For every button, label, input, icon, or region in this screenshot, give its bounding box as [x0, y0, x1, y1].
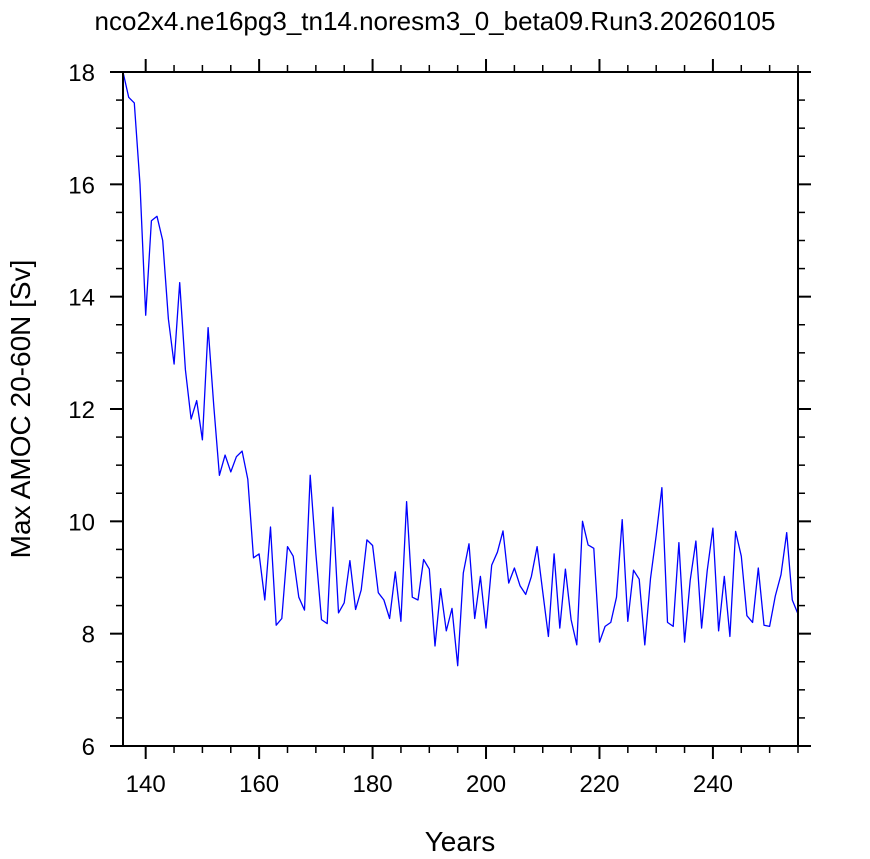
chart-title: nco2x4.ne16pg3_tn14.noresm3_0_beta09.Run… — [95, 6, 776, 36]
x-tick-label: 160 — [239, 771, 279, 798]
plot-frame — [122, 71, 799, 747]
x-axis-label: Years — [425, 826, 496, 857]
y-tick-label: 14 — [68, 285, 95, 312]
y-tick-label: 8 — [82, 622, 95, 649]
y-tick-label: 12 — [68, 397, 95, 424]
y-tick-label: 6 — [82, 734, 95, 761]
y-tick-label: 18 — [68, 60, 95, 87]
x-tick-label: 180 — [353, 771, 393, 798]
plot-area — [122, 71, 799, 667]
y-tick-label: 10 — [68, 509, 95, 536]
axis-ticks: 140 160 180 200 220 240 6 8 10 12 14 16 18 — [68, 59, 811, 798]
series-line-0 — [122, 71, 799, 667]
x-tick-label: 200 — [466, 771, 506, 798]
x-tick-label: 220 — [579, 771, 619, 798]
x-tick-label: 240 — [693, 771, 733, 798]
y-tick-label: 16 — [68, 172, 95, 199]
x-tick-label: 140 — [126, 771, 166, 798]
y-axis-label: Max AMOC 20-60N [Sv] — [5, 260, 36, 559]
